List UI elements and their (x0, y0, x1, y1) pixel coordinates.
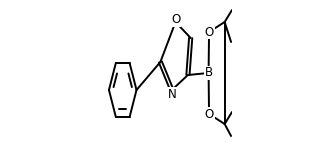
Text: O: O (171, 13, 180, 26)
Text: O: O (204, 107, 214, 120)
Text: N: N (168, 88, 176, 101)
Text: B: B (204, 66, 213, 80)
Text: O: O (204, 26, 214, 39)
